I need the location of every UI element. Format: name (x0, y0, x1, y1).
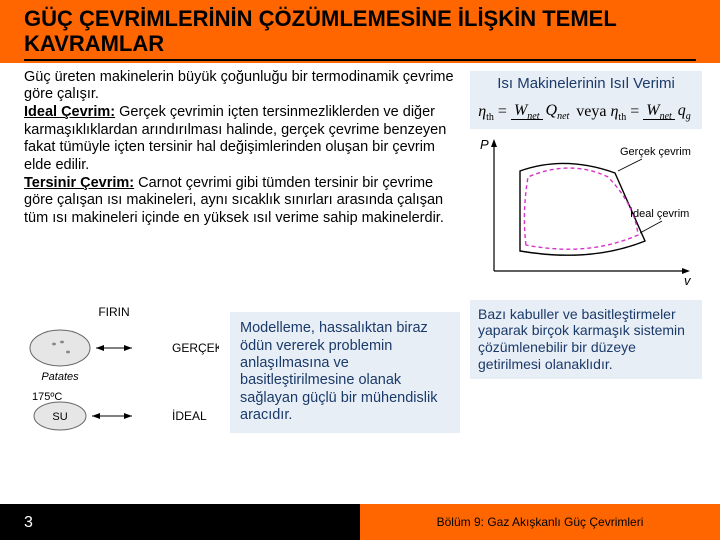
slide-title: GÜÇ ÇEVRİMLERİNİN ÇÖZÜMLEMESİNE İLİŞKİN … (24, 6, 696, 61)
firin-label: FIRIN (98, 305, 129, 319)
right-panel-title: Isı Makinelerinin Isıl Verimi (470, 71, 702, 96)
mid-caption: Modelleme, hassalıktan biraz ödün verere… (230, 312, 460, 432)
gercek-cycle-label: Gerçek çevrim (620, 146, 691, 158)
ideal-label: İDEAL (172, 409, 207, 423)
title-bar: GÜÇ ÇEVRİMLERİNİN ÇÖZÜMLEMESİNE İLİŞKİN … (0, 0, 720, 63)
ideal-cycle-label: İdeal çevrim (630, 207, 689, 220)
tersinir-label: Tersinir Çevrim: (24, 175, 134, 191)
patates-label: Patates (41, 371, 79, 383)
formula: ηth = WnetQnet veya ηth = Wnetqg (470, 96, 702, 129)
page-number: 3 (24, 514, 33, 532)
main-text: Güç üreten makinelerin büyük çoğunluğu b… (24, 69, 454, 228)
temp-label: 175ºC (32, 391, 62, 403)
slide: GÜÇ ÇEVRİMLERİNİN ÇÖZÜMLEMESİNE İLİŞKİN … (0, 0, 720, 540)
eta-symbol: η (478, 102, 486, 119)
intro-text: Güç üreten makinelerin büyük çoğunluğu b… (24, 69, 454, 103)
content-area: Güç üreten makinelerin büyük çoğunluğu b… (0, 63, 720, 481)
real-cycle-curve (524, 168, 638, 249)
potato-diagram: FIRIN Patates GERÇEK 175ºC SU İDEAL (24, 304, 219, 432)
right-column: Isı Makinelerinin Isıl Verimi ηth = Wnet… (470, 69, 702, 379)
footer: 3 Bölüm 9: Gaz Akışkanlı Güç Çevrimleri (0, 504, 720, 540)
ideal-label: Ideal Çevrim: (24, 104, 115, 120)
pv-diagram: P v Gerçek çevrim İdeal çevrim (470, 133, 698, 289)
potato-shape (30, 330, 90, 366)
gercek-label: GERÇEK (172, 341, 219, 355)
left-column: Güç üreten makinelerin büyük çoğunluğu b… (24, 69, 454, 228)
potato-figure: FIRIN Patates GERÇEK 175ºC SU İDEAL (24, 304, 219, 437)
p-axis-label: P (480, 137, 489, 152)
ideal-cycle-curve (520, 163, 645, 255)
mid-caption-box: Modelleme, hassalıktan biraz ödün verere… (230, 312, 460, 432)
v-axis-label: v (684, 273, 692, 288)
footer-chapter: Bölüm 9: Gaz Akışkanlı Güç Çevrimleri (360, 504, 720, 540)
right-caption: Bazı kabuller ve basitleştirmeler yapara… (470, 300, 702, 379)
su-label: SU (52, 411, 67, 423)
